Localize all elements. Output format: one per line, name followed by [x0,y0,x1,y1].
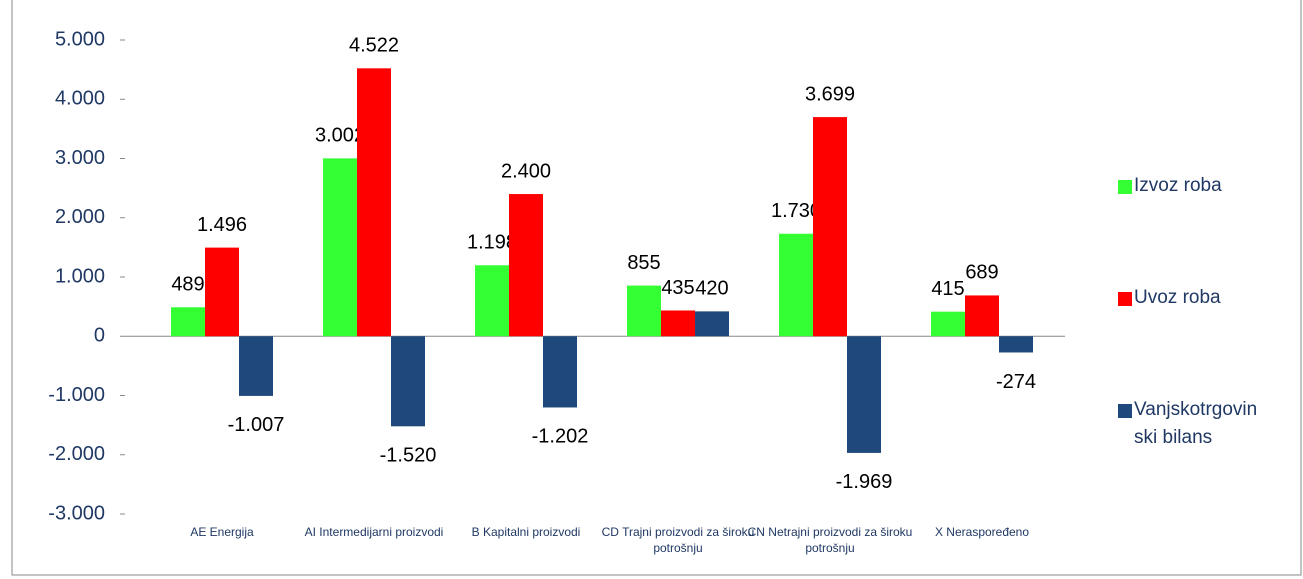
bar [357,68,391,337]
bar [965,295,999,337]
bar [543,336,577,408]
data-label: 3.699 [805,83,855,105]
bar [323,158,357,337]
y-tick-label: -1.000 [48,384,105,406]
x-tick-label: CN Netrajni proizvodi za široku potrošnj… [747,525,913,555]
x-tick-label: AI Intermedijarni proizvodi [304,525,444,539]
data-label: 489 [171,274,204,296]
legend-swatch [1118,180,1132,194]
data-label: -1.969 [836,471,893,493]
x-tick-label: X Neraspoređeno [934,525,1030,539]
legend-label: Vanjskotrgovinski bilans [1134,399,1258,448]
bar [627,285,661,337]
x-tick-label: CD Trajni proizvodi za široku potrošnju [601,525,755,555]
data-label: 2.400 [501,160,551,182]
chart-border [11,0,1302,576]
bar [695,311,729,337]
x-tick-label: AE Energija [190,525,254,539]
data-label: 420 [695,278,728,300]
bar [931,311,965,337]
legend-label: Izvoz roba [1134,175,1222,196]
legend-swatch [1118,292,1132,306]
bar [509,194,543,337]
y-tick-label: 4.000 [55,88,105,110]
bar [813,117,847,337]
bar [661,310,695,337]
data-label: 435 [661,277,694,299]
y-tick-label: 3.000 [55,147,105,169]
data-label: -1.520 [380,445,437,467]
legend-swatch [1118,404,1132,418]
bar [205,247,239,337]
bar [171,307,205,337]
data-label: 855 [627,252,660,274]
bar [475,265,509,337]
data-label: 689 [965,262,998,284]
y-tick-label: -2.000 [48,443,105,465]
y-tick-label: 2.000 [55,206,105,228]
data-label: 4.522 [349,35,399,57]
y-tick-label: 5.000 [55,28,105,50]
y-tick-label: 0 [94,325,105,347]
data-label: 1.496 [197,214,247,236]
bar [779,233,813,337]
data-label: 3.002 [315,125,365,147]
bar [999,336,1033,353]
data-label: -274 [996,371,1036,393]
legend-label: Uvoz roba [1134,287,1221,308]
data-label: 415 [931,278,964,300]
data-label: 1.730 [771,200,821,222]
data-label: -1.007 [228,414,285,436]
y-tick-label: -3.000 [48,502,105,524]
bar [847,336,881,453]
y-tick-label: 1.000 [55,265,105,287]
bar [239,336,273,396]
data-label: -1.202 [532,426,589,448]
data-label: 1.198 [467,232,517,254]
bar [391,336,425,427]
x-tick-label: B Kapitalni proizvodi [471,525,581,539]
